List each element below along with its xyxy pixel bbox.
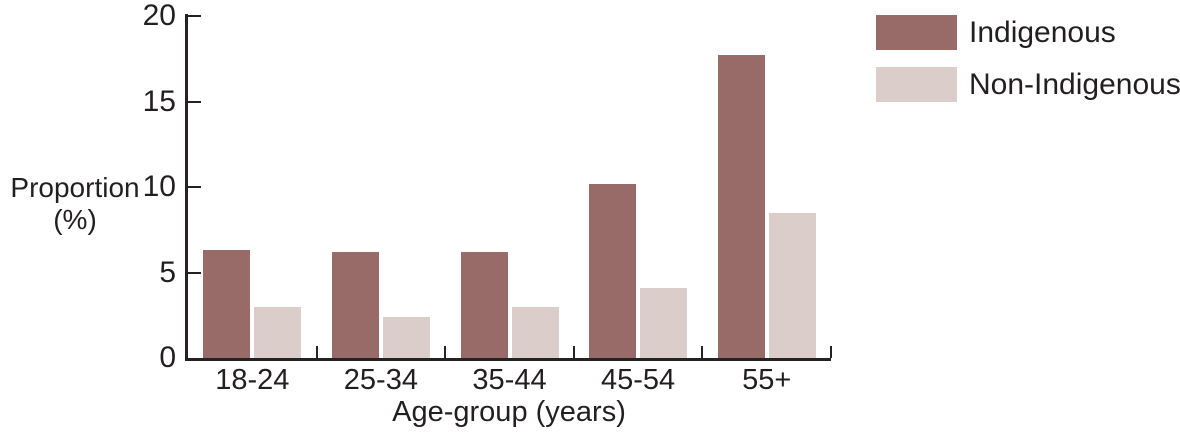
bar-indigenous-35-44 xyxy=(460,251,508,358)
bar-indigenous-55+ xyxy=(717,55,765,358)
non-indigenous-color-swatch xyxy=(876,67,957,102)
x-tick-5 xyxy=(830,346,832,358)
x-tick-label-18-24: 18-24 xyxy=(215,364,290,396)
legend-item-non-indigenous: Non-Indigenous xyxy=(876,67,1180,102)
bar-non-indigenous-35-44 xyxy=(511,306,559,358)
y-tick-label-20: 20 xyxy=(142,0,176,32)
legend: Indigenous Non-Indigenous xyxy=(876,15,1180,119)
y-tick-10 xyxy=(188,186,201,188)
x-tick-4 xyxy=(701,346,704,358)
x-tick-3 xyxy=(572,346,575,358)
y-tick-20 xyxy=(188,15,201,17)
x-tick-label-35-44: 35-44 xyxy=(472,364,547,396)
y-tick-label-15: 15 xyxy=(142,84,176,118)
legend-label-non-indigenous: Non-Indigenous xyxy=(969,67,1180,101)
x-tick-label-45-54: 45-54 xyxy=(601,364,676,396)
x-tick-2 xyxy=(444,346,447,358)
bar-indigenous-18-24 xyxy=(203,250,251,358)
bar-non-indigenous-55+ xyxy=(768,212,816,358)
bar-non-indigenous-45-54 xyxy=(640,287,688,358)
y-tick-15 xyxy=(188,100,201,103)
indigenous-color-swatch xyxy=(876,15,957,50)
y-axis-label: Proportion (%) xyxy=(6,172,144,236)
y-tick-label-0: 0 xyxy=(159,341,176,374)
bar-non-indigenous-25-34 xyxy=(382,316,430,358)
y-tick-5 xyxy=(188,271,201,274)
x-axis xyxy=(185,358,831,361)
bar-indigenous-25-34 xyxy=(331,251,379,358)
y-tick-label-5: 5 xyxy=(159,255,176,289)
y-axis-label-line2: (%) xyxy=(53,204,97,235)
x-tick-1 xyxy=(315,346,318,358)
x-tick-label-25-34: 25-34 xyxy=(343,364,418,396)
y-tick-label-10: 10 xyxy=(142,170,176,203)
legend-label-indigenous: Indigenous xyxy=(969,15,1116,49)
bar-indigenous-45-54 xyxy=(589,183,637,358)
y-axis xyxy=(185,14,188,361)
bar-non-indigenous-18-24 xyxy=(254,306,302,358)
x-axis-label: Age-group (years) xyxy=(392,396,626,428)
legend-item-indigenous: Indigenous xyxy=(876,15,1180,50)
x-tick-label-55+: 55+ xyxy=(742,364,792,396)
y-axis-label-line1: Proportion xyxy=(10,172,140,203)
